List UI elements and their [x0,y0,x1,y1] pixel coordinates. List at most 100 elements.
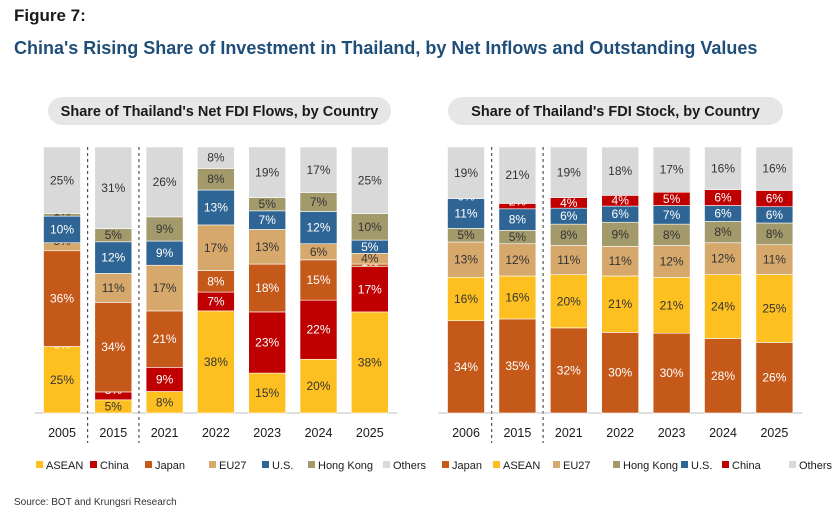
legend-label-u-s: U.S. [272,460,293,472]
data-label-hong-kong: 9% [612,227,630,241]
data-label-eu27: 11% [102,281,125,295]
x-tick-label: 2005 [48,426,76,440]
data-label-japan: 32% [557,363,581,377]
data-label-others: 16% [711,161,735,175]
data-label-others: 17% [306,163,330,177]
legend-swatch-china [722,461,729,468]
legend-swatch-others [789,461,796,468]
x-tick-label: 2015 [99,426,127,440]
data-label-others: 8% [207,151,225,165]
bar-segment-japan [755,342,794,414]
bar-segment-others [755,146,794,191]
data-label-japan: 15% [306,273,330,287]
data-label-china: 17% [358,282,382,296]
data-label-asean: 21% [608,297,632,311]
bar-segment-asean [652,277,691,334]
bar-segment-others [145,146,184,218]
data-label-eu27: 13% [454,253,478,267]
data-label-china: 5% [663,192,681,206]
legend-swatch-china [90,461,97,468]
data-label-asean: 25% [762,302,786,316]
bar-segment-others [350,146,389,214]
data-label-china: 9% [156,372,174,386]
data-label-hong-kong: 10% [358,220,382,234]
data-label-china: 7% [207,294,225,308]
data-label-asean: 38% [358,355,382,369]
bar-segment-u-s [197,189,235,226]
data-label-eu27: 11% [557,253,580,267]
data-label-asean: 16% [454,292,478,306]
legend-swatch-eu27 [553,461,560,468]
legend-swatch-u-s [681,461,688,468]
bar-segment-eu27 [498,243,537,277]
bar-segment-china [299,299,338,360]
data-label-u-s: 5% [361,240,379,254]
x-tick-label: 2021 [555,426,583,440]
legend-label-others: Others [799,460,833,472]
figure-label: Figure 7: [14,6,86,25]
data-label-eu27: 4% [361,252,379,266]
data-label-others: 18% [608,164,632,178]
data-label-others: 16% [762,162,786,176]
bar-segment-japan [652,332,691,414]
bar-segment-japan [549,327,588,414]
chart-title-box [48,97,391,125]
data-label-asean: 21% [660,298,684,312]
data-label-hong-kong: 8% [560,228,578,242]
bar-segment-others [601,146,640,196]
data-label-japan: 28% [711,369,735,383]
legend-label-china: China [100,460,130,472]
data-label-japan: 34% [454,360,478,374]
data-label-japan: 30% [608,366,632,380]
data-label-eu27: 12% [711,252,735,266]
bar-segment-eu27 [601,246,640,277]
data-label-eu27: 12% [660,254,684,268]
bar-segment-asean [197,310,235,414]
bar-segment-china [145,367,184,392]
data-label-u-s: 6% [766,208,784,222]
data-label-asean: 5% [105,399,123,413]
bar-segment-asean [755,274,794,343]
bar-segment-asean [43,346,81,414]
data-label-japan: 30% [660,366,684,380]
x-tick-label: 2021 [151,426,179,440]
data-label-asean: 20% [306,379,330,393]
data-label-asean: 20% [557,294,581,308]
bar-segment-asean [248,372,286,414]
data-label-eu27: 6% [310,245,328,259]
data-label-asean: 25% [50,373,74,387]
data-label-asean: 24% [711,300,735,314]
legend-swatch-asean [36,461,43,468]
data-label-u-s: 12% [306,221,330,235]
data-label-japan: 26% [762,371,786,385]
bar-segment-u-s [447,198,485,229]
data-label-others: 25% [50,173,74,187]
bar-segment-eu27 [94,273,133,303]
data-label-u-s: 6% [560,209,578,223]
bar-segment-others [652,146,691,193]
data-label-eu27: 17% [204,241,228,255]
data-label-eu27: 11% [763,253,786,267]
data-label-japan: 21% [153,332,177,346]
data-label-asean: 16% [505,290,529,304]
data-label-asean: 8% [156,395,174,409]
data-label-china: 6% [766,192,784,206]
bar-segment-others [94,146,133,229]
data-label-others: 17% [660,163,684,177]
legend-label-others: Others [393,460,427,472]
legend-label-japan: Japan [155,460,185,472]
legend-swatch-hong-kong [613,461,620,468]
data-label-asean: 15% [255,386,279,400]
data-label-others: 19% [255,165,279,179]
data-label-others: 31% [101,181,125,195]
bar-segment-japan [704,338,742,414]
bar-segment-others [704,146,742,190]
x-tick-label: 2022 [202,426,230,440]
bar-segment-japan [498,318,537,414]
legend-label-china: China [732,460,762,472]
bar-segment-others [498,146,537,204]
bar-segment-others [447,146,485,199]
data-label-u-s: 12% [101,251,125,265]
data-label-japan: 36% [50,292,74,306]
